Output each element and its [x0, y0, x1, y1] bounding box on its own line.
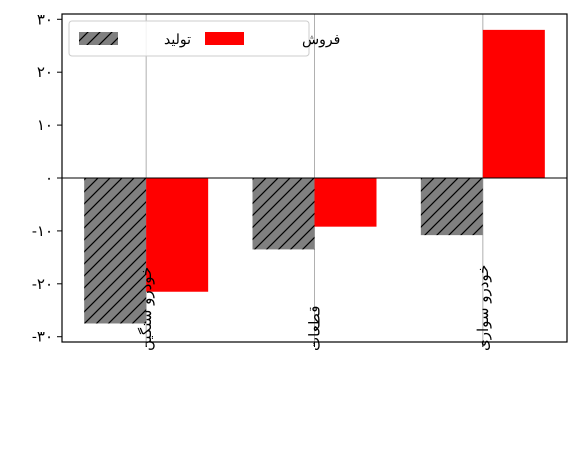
- y-tick-label: -۱۰: [32, 222, 53, 240]
- legend-label-production: تولید: [164, 32, 191, 48]
- legend: تولید فروش: [68, 20, 340, 57]
- legend-box: [68, 20, 310, 57]
- bar-sales-0: [146, 178, 209, 292]
- x-tick-label: خودرو سنگین: [137, 267, 155, 351]
- x-tick-label: قطعات: [306, 306, 324, 351]
- y-tick-label: -۳۰: [32, 328, 53, 346]
- bar-production-0: [84, 178, 147, 324]
- x-tick-label: خودرو سواری: [474, 265, 492, 351]
- y-tick-label: ۳۰: [37, 10, 53, 28]
- y-tick-label: -۲۰: [32, 275, 53, 293]
- y-tick-label: ۱۰: [37, 116, 53, 134]
- y-tick-label: ۲۰: [37, 63, 53, 81]
- bar-sales-2: [482, 29, 545, 178]
- bar-production-1: [252, 178, 315, 250]
- y-axis: -۳۰ -۲۰ -۱۰ ۰ ۱۰ ۲۰ ۳۰: [32, 10, 62, 346]
- y-tick-label: ۰: [45, 169, 53, 187]
- x-axis: خودرو سنگین قطعات خودرو سواری: [137, 265, 492, 351]
- bar-production-2: [420, 178, 483, 236]
- legend-swatch-production: [79, 32, 118, 45]
- bar-sales-1: [314, 178, 377, 227]
- legend-label-sales: فروش: [302, 32, 340, 48]
- legend-swatch-sales: [205, 32, 244, 45]
- bars-layer: [84, 29, 545, 324]
